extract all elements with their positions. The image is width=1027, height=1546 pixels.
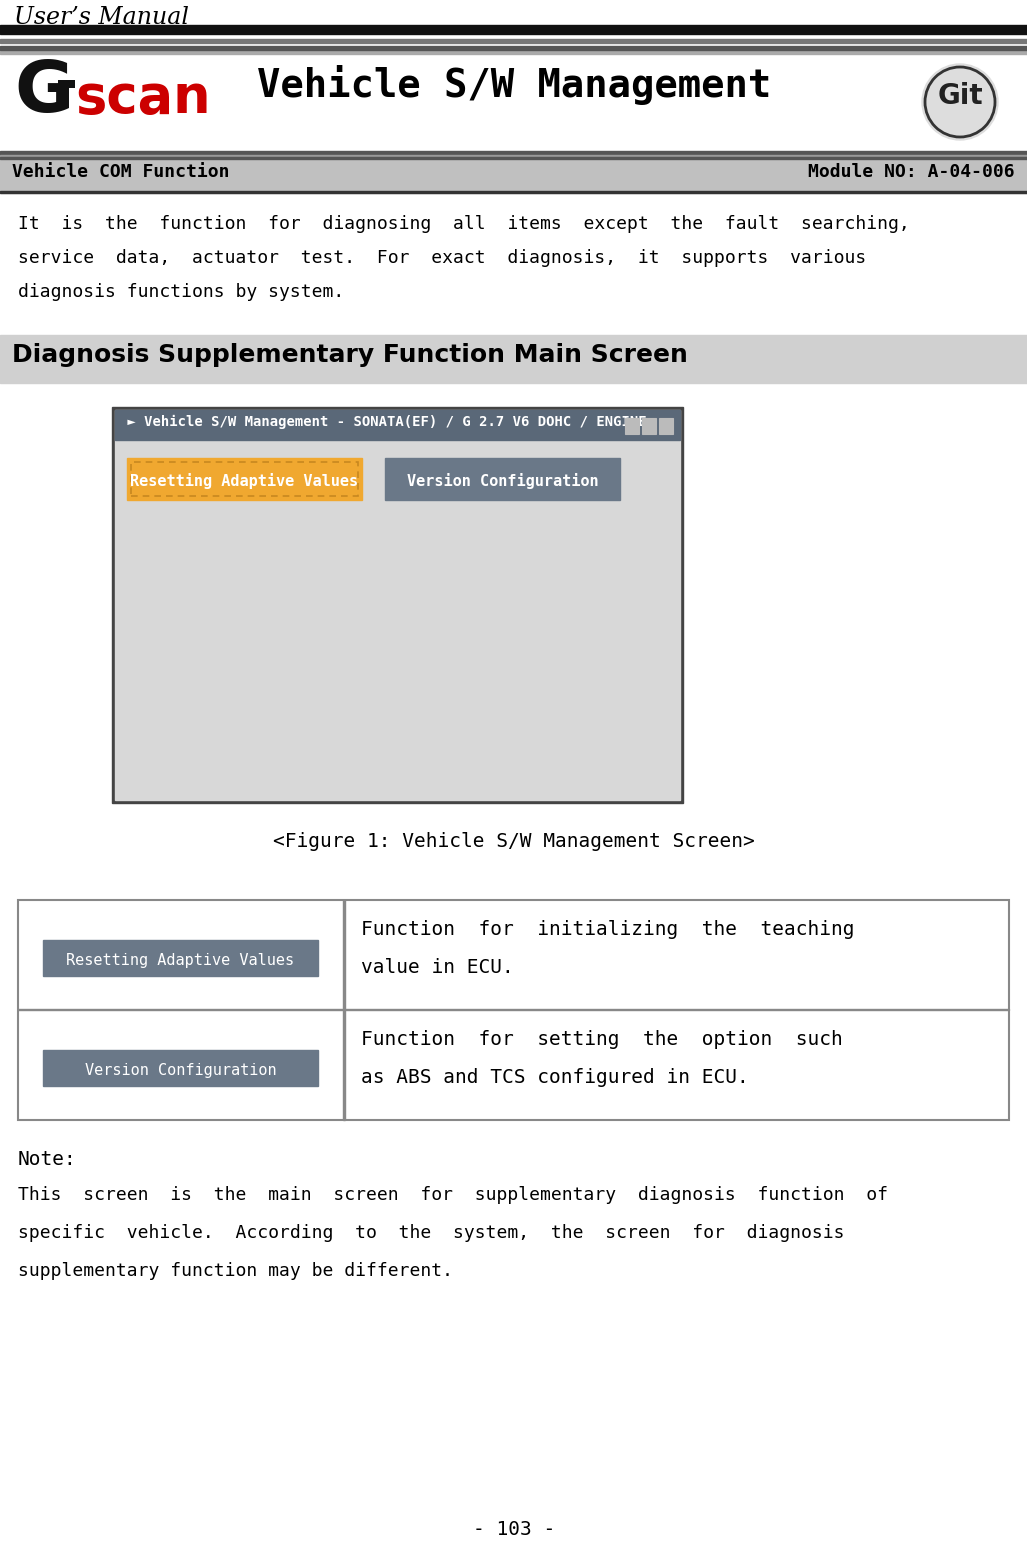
- Bar: [0, 192, 1027, 193]
- Text: scan: scan: [75, 73, 211, 124]
- Text: Module NO: A-04-006: Module NO: A-04-006: [808, 162, 1015, 181]
- Bar: [659, 417, 673, 434]
- Bar: [0, 46, 1027, 49]
- Bar: [127, 458, 362, 499]
- Bar: [18, 1010, 1009, 1119]
- Bar: [642, 417, 656, 434]
- Text: Diagnosis Supplementary Function Main Screen: Diagnosis Supplementary Function Main Sc…: [12, 343, 688, 366]
- Text: Version Configuration: Version Configuration: [84, 1062, 276, 1078]
- Text: - 103 -: - 103 -: [472, 1520, 556, 1538]
- Text: diagnosis functions by system.: diagnosis functions by system.: [18, 283, 344, 301]
- Text: Function  for  initializing  the  teaching: Function for initializing the teaching: [362, 920, 854, 938]
- Bar: [0, 159, 1027, 193]
- Text: specific  vehicle.  According  to  the  system,  the  screen  for  diagnosis: specific vehicle. According to the syste…: [18, 1224, 844, 1241]
- Text: ► Vehicle S/W Management - SONATA(EF) / G 2.7 V6 DOHC / ENGINE: ► Vehicle S/W Management - SONATA(EF) / …: [119, 414, 647, 430]
- Text: Function  for  setting  the  option  such: Function for setting the option such: [362, 1030, 843, 1050]
- Bar: [343, 900, 344, 1119]
- Bar: [0, 155, 1027, 159]
- Text: service  data,  actuator  test.  For  exact  diagnosis,  it  supports  various: service data, actuator test. For exact d…: [18, 249, 866, 267]
- Bar: [112, 407, 683, 802]
- Bar: [625, 417, 639, 434]
- Text: This  screen  is  the  main  screen  for  supplementary  diagnosis  function  of: This screen is the main screen for suppl…: [18, 1186, 888, 1204]
- Bar: [385, 458, 620, 499]
- Text: G: G: [14, 59, 73, 127]
- Text: supplementary function may be different.: supplementary function may be different.: [18, 1262, 453, 1280]
- Text: Vehicle COM Function: Vehicle COM Function: [12, 162, 229, 181]
- Text: -: -: [55, 59, 78, 111]
- Text: Note:: Note:: [18, 1150, 77, 1169]
- Text: Resetting Adaptive Values: Resetting Adaptive Values: [67, 952, 295, 968]
- Text: as ABS and TCS configured in ECU.: as ABS and TCS configured in ECU.: [362, 1068, 749, 1087]
- Text: <Figure 1: Vehicle S/W Management Screen>: <Figure 1: Vehicle S/W Management Screen…: [273, 832, 755, 850]
- Bar: [115, 410, 680, 441]
- Text: It  is  the  function  for  diagnosing  all  items  except  the  fault  searchin: It is the function for diagnosing all it…: [18, 215, 910, 233]
- Text: Git: Git: [938, 82, 983, 110]
- Circle shape: [922, 63, 998, 141]
- Bar: [0, 39, 1027, 43]
- Bar: [0, 158, 1027, 159]
- Bar: [0, 54, 1027, 155]
- Bar: [18, 900, 1009, 1119]
- Bar: [115, 410, 680, 799]
- Text: User’s Manual: User’s Manual: [14, 6, 189, 29]
- Bar: [43, 940, 318, 976]
- Bar: [0, 25, 1027, 34]
- Bar: [0, 49, 1027, 54]
- Bar: [0, 152, 1027, 155]
- Text: Vehicle S/W Management: Vehicle S/W Management: [257, 65, 771, 105]
- Text: Resetting Adaptive Values: Resetting Adaptive Values: [130, 473, 358, 489]
- Text: Version Configuration: Version Configuration: [407, 473, 599, 489]
- Bar: [131, 462, 358, 496]
- Bar: [18, 900, 1009, 1010]
- Bar: [43, 1050, 318, 1085]
- Text: value in ECU.: value in ECU.: [362, 959, 514, 977]
- Bar: [0, 335, 1027, 383]
